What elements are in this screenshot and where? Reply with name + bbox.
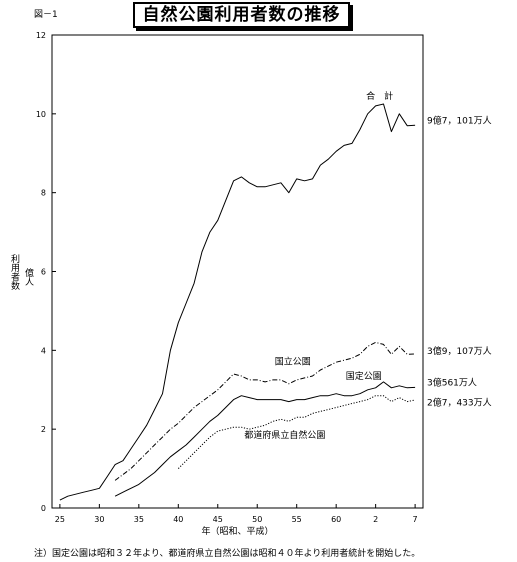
y-tick-label-6: 12 <box>36 31 46 40</box>
series-end-label-1: 3億9，107万人 <box>427 345 492 357</box>
series-line-1 <box>114 341 416 481</box>
figure-label: 図－1 <box>34 10 58 20</box>
x-tick-label-2: 35 <box>134 515 144 524</box>
x-tick-label-0: 25 <box>55 515 65 524</box>
x-tick-label-7: 60 <box>331 515 341 524</box>
x-tick-label-5: 50 <box>252 515 262 524</box>
x-tick-label-8: 2 <box>373 515 378 524</box>
series-end-label-0: 9億7，101万人 <box>427 115 492 127</box>
y-tick-label-0: 0 <box>41 504 46 513</box>
series-line-2 <box>114 381 416 497</box>
y-axis-label: 利用者数 <box>9 254 19 290</box>
series-end-label-2: 3億561万人 <box>427 377 477 389</box>
x-axis-label: 年（昭和、平成） <box>201 525 273 537</box>
line-chart: 0 2 4 6 8 10 12 25 30 35 40 45 50 55 60 2 7 年（昭和、平成） 合 計 9億… <box>36 31 492 537</box>
x-tick-label-3: 40 <box>173 515 183 524</box>
y-tick-label-4: 8 <box>41 189 46 198</box>
x-tick-label-4: 45 <box>213 515 223 524</box>
y-tick-label-1: 2 <box>41 425 46 434</box>
series-line-0 <box>59 103 416 501</box>
x-tick-label-1: 30 <box>94 515 104 524</box>
y-axis-unit: 億人 <box>23 268 33 286</box>
x-tick-label-9: 7 <box>413 515 418 524</box>
y-tick-label-2: 4 <box>41 346 46 355</box>
x-tick-label-6: 55 <box>292 515 302 524</box>
chart-title: 自然公園利用者数の推移 <box>133 2 350 28</box>
series-line-3 <box>177 395 416 469</box>
y-tick-label-5: 10 <box>36 110 46 119</box>
footnote: 注）国定公園は昭和３２年より、都道府県立自然公園は昭和４０年より利用者統計を開始… <box>34 549 421 559</box>
series-label-0: 合 計 <box>366 90 393 102</box>
series-label-1: 国立公園 <box>275 355 311 367</box>
series-label-3: 都道府県立自然公園 <box>244 429 325 441</box>
series-end-label-3: 2億7，433万人 <box>427 396 492 408</box>
plot-frame <box>51 34 424 509</box>
y-tick-label-3: 6 <box>41 268 46 277</box>
series-label-2: 国定公園 <box>346 370 382 382</box>
